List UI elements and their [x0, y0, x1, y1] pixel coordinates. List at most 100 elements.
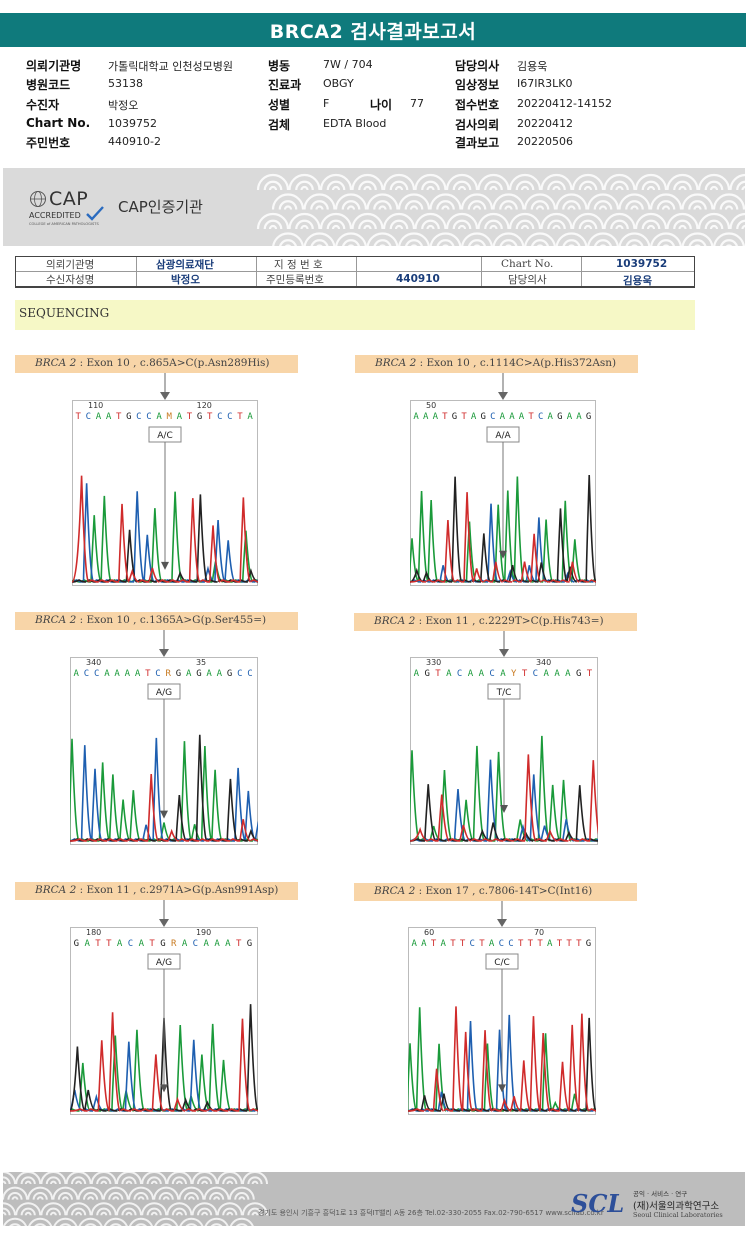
info-label: 진료과: [268, 78, 302, 92]
position-label: 60: [424, 928, 434, 937]
variant-marker-icon: [500, 805, 508, 813]
gene-name: BRCA 2: [35, 614, 77, 626]
cap-accreditation-band: CAP ACCREDITED COLLEGE of AMERICAN PATHO…: [3, 168, 745, 246]
info-label: 접수번호: [455, 98, 500, 112]
base-call: T: [461, 412, 467, 422]
position-label: 340: [536, 658, 551, 667]
base-call: G: [452, 412, 457, 422]
info-value: 김용욱: [517, 60, 548, 73]
base-call: A: [421, 939, 427, 949]
id-table-value: 1039752: [616, 258, 668, 270]
base-call: T: [106, 939, 112, 949]
base-call: A: [565, 669, 571, 679]
base-call: A: [500, 669, 506, 679]
position-label: 190: [196, 928, 211, 937]
base-call: T: [450, 939, 456, 949]
base-call: A: [182, 939, 188, 949]
chromatogram-panel: 110 120 T C A A T G C C A M A T G T C C T A A/C: [72, 400, 258, 586]
base-call: A: [104, 669, 110, 679]
base-call: A: [204, 939, 210, 949]
base-call: A: [446, 669, 452, 679]
variant-label: BRCA 2 : Exon 10 , c.1365A>G(p.Ser455=): [15, 612, 298, 630]
base-call: A: [500, 412, 506, 422]
info-value: 20220412: [517, 117, 573, 130]
base-call: A: [471, 412, 477, 422]
base-call: T: [587, 669, 593, 679]
base-call: T: [576, 939, 582, 949]
id-table-label: 의뢰기관명: [46, 259, 95, 271]
base-call: C: [247, 669, 252, 679]
variant-description: : Exon 10 , c.865A>C(p.Asn289His): [76, 357, 270, 369]
info-label: 검사의뢰: [455, 118, 500, 132]
info-value: 박정오: [108, 99, 139, 112]
base-call: C: [499, 939, 504, 949]
pointer-arrow-icon: [499, 631, 509, 657]
base-call: T: [116, 412, 122, 422]
base-call: T: [207, 412, 213, 422]
base-call: A: [106, 412, 112, 422]
genotype-label: A/G: [156, 958, 172, 968]
pointer-arrow-icon: [497, 901, 507, 927]
pointer-arrow-icon: [159, 900, 169, 927]
variant-marker-icon: [161, 561, 169, 570]
base-call: G: [576, 669, 581, 679]
info-value: OBGY: [323, 77, 354, 90]
base-call: T: [442, 412, 448, 422]
info-value: 가톨릭대학교 인천성모병원: [108, 60, 233, 73]
report-title: BRCA2 검사결과보고서: [0, 13, 746, 47]
base-call: A: [114, 669, 120, 679]
position-label: 180: [86, 928, 101, 937]
base-call: A: [74, 669, 80, 679]
base-call: T: [537, 939, 543, 949]
footer-address: 경기도 용인시 기흥구 흥덕1로 13 흥덕IT밸리 A동 26층 Tel.02…: [258, 1209, 604, 1217]
info-value: 7W / 704: [323, 58, 373, 71]
id-table-label: 주민등록번호: [266, 274, 324, 286]
info-label: 수진자: [26, 98, 60, 112]
variant-label: BRCA 2 : Exon 17 , c.7806-14T>C(Int16): [354, 883, 637, 901]
base-call: G: [557, 412, 562, 422]
base-call: C: [146, 412, 151, 422]
base-call: T: [145, 669, 151, 679]
id-table-value: 김용욱: [623, 275, 652, 287]
base-call: A: [117, 939, 123, 949]
variant-description: : Exon 17 , c.7806-14T>C(Int16): [415, 885, 593, 897]
info-label: 병동: [268, 59, 291, 73]
base-call: C: [193, 939, 198, 949]
base-call: C: [94, 669, 99, 679]
base-call: G: [586, 412, 591, 422]
base-call: A: [247, 412, 253, 422]
genotype-label: C/C: [494, 958, 510, 968]
info-label: Chart No.: [26, 116, 91, 130]
variant-description: : Exon 11 , c.2229T>C(p.His743=): [415, 615, 604, 627]
trace-line: [408, 1017, 596, 1112]
base-call: A: [554, 669, 560, 679]
base-call: C: [457, 669, 462, 679]
base-call: A: [576, 412, 582, 422]
base-call: T: [95, 939, 101, 949]
base-call: T: [236, 939, 242, 949]
variant-marker-icon: [499, 550, 507, 559]
chromatogram-panel: 60 70 A A T A T T C T A C C T T T A T T T G C/C: [408, 927, 596, 1115]
chromatogram-panel: 50 A A A T G T A G C A A A T C A G A A G A/A: [410, 400, 596, 586]
base-call: T: [237, 412, 243, 422]
base-call: G: [126, 412, 131, 422]
trace-line: [72, 475, 258, 583]
variant-label: BRCA 2 : Exon 10 , c.1114C>A(p.His372Asn…: [355, 355, 638, 373]
base-call: T: [522, 669, 528, 679]
base-call: G: [247, 939, 252, 949]
base-call: A: [177, 412, 183, 422]
info-value: 1039752: [108, 117, 157, 130]
base-call: A: [186, 669, 192, 679]
base-call: R: [171, 939, 177, 949]
genotype-label: A/C: [157, 431, 172, 441]
info-value: 53138: [108, 77, 143, 90]
cap-logo-text: CAP: [49, 188, 89, 210]
trace-line: [70, 1012, 258, 1112]
base-call: A: [509, 412, 515, 422]
check-icon: [86, 206, 104, 221]
chromatogram: 50A A A T G T A G C A A A T C A G A A GA/A: [410, 400, 596, 586]
patient-id-table: 의뢰기관명 삼광의료재단 지 정 번 호 Chart No. 1039752 수…: [15, 256, 695, 288]
variant-marker-icon: [160, 810, 168, 819]
